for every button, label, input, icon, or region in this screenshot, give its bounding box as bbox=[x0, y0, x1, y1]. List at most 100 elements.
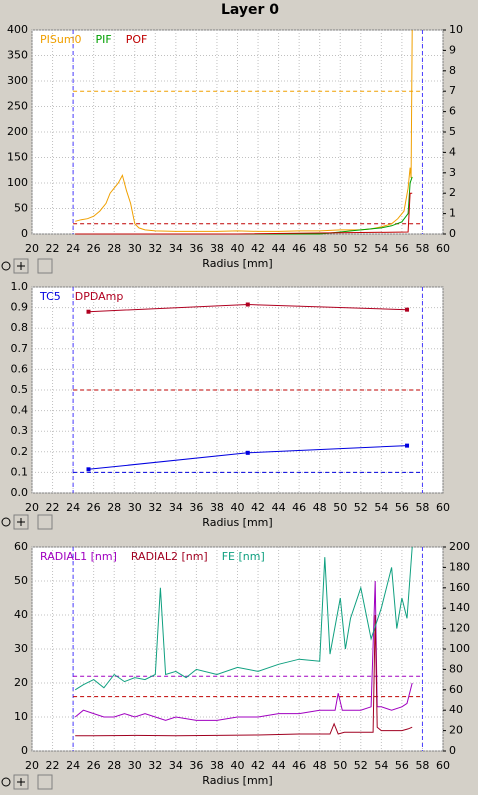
y2-tick-label: 10 bbox=[449, 23, 463, 36]
x-tick-label: 20 bbox=[25, 501, 39, 514]
hand-icon[interactable] bbox=[37, 514, 53, 530]
legend-label: RADIAL1 [nm] bbox=[40, 550, 117, 563]
y-tick-label: 50 bbox=[14, 202, 28, 215]
y2-tick-label: 2 bbox=[449, 186, 456, 199]
x-tick-label: 42 bbox=[251, 242, 265, 255]
x-tick-label: 56 bbox=[395, 501, 409, 514]
y-tick-label: 30 bbox=[14, 642, 28, 655]
x-tick-label: 22 bbox=[46, 242, 60, 255]
x-tick-label: 26 bbox=[87, 759, 101, 772]
y2-tick-label: 120 bbox=[449, 622, 470, 635]
y-tick-label: 20 bbox=[14, 676, 28, 689]
y-tick-label: 40 bbox=[14, 608, 28, 621]
x-tick-label: 60 bbox=[436, 242, 450, 255]
x-tick-label: 54 bbox=[374, 242, 388, 255]
legend-label: DPDAmp bbox=[75, 290, 124, 303]
x-tick-label: 22 bbox=[46, 759, 60, 772]
x-tick-label: 60 bbox=[436, 759, 450, 772]
y-tick-label: 60 bbox=[14, 540, 28, 553]
y-tick-label: 0.5 bbox=[11, 383, 29, 396]
x-tick-label: 30 bbox=[128, 501, 142, 514]
y-tick-label: 0.6 bbox=[11, 362, 29, 375]
x-tick-label: 58 bbox=[415, 759, 429, 772]
y-tick-label: 300 bbox=[7, 74, 28, 87]
y-tick-label: 250 bbox=[7, 100, 28, 113]
hand-icon[interactable] bbox=[37, 258, 53, 274]
plus-glyph bbox=[17, 778, 25, 786]
x-tick-label: 46 bbox=[292, 242, 306, 255]
point-marker bbox=[245, 302, 250, 307]
zoom-icon[interactable] bbox=[1, 261, 11, 271]
x-tick-label: 56 bbox=[395, 242, 409, 255]
y-tick-label: 200 bbox=[7, 125, 28, 138]
x-tick-label: 42 bbox=[251, 501, 265, 514]
x-tick-label: 28 bbox=[107, 759, 121, 772]
x-axis-label: Radius [mm] bbox=[202, 774, 272, 787]
y2-tick-label: 0 bbox=[449, 227, 456, 240]
x-tick-label: 44 bbox=[272, 759, 286, 772]
point-marker bbox=[245, 450, 250, 455]
x-tick-label: 24 bbox=[66, 242, 80, 255]
x-axis-label: Radius [mm] bbox=[202, 257, 272, 270]
y2-tick-label: 200 bbox=[449, 540, 470, 553]
toolbar[interactable] bbox=[1, 774, 53, 790]
toolbar[interactable] bbox=[1, 514, 53, 530]
y-tick-label: 50 bbox=[14, 574, 28, 587]
x-tick-label: 54 bbox=[374, 501, 388, 514]
y2-tick-label: 140 bbox=[449, 601, 470, 614]
x-tick-label: 44 bbox=[272, 242, 286, 255]
x-tick-label: 22 bbox=[46, 501, 60, 514]
x-tick-label: 60 bbox=[436, 501, 450, 514]
zoom-icon[interactable] bbox=[1, 517, 11, 527]
series-line bbox=[75, 192, 413, 235]
y2-tick-label: 100 bbox=[449, 642, 470, 655]
legend-label: PIF bbox=[96, 33, 112, 46]
x-tick-label: 40 bbox=[231, 242, 245, 255]
y2-tick-label: 80 bbox=[449, 662, 463, 675]
x-tick-label: 38 bbox=[210, 242, 224, 255]
x-tick-label: 42 bbox=[251, 759, 265, 772]
y2-tick-label: 20 bbox=[449, 724, 463, 737]
plus-glyph bbox=[17, 262, 25, 270]
x-tick-label: 32 bbox=[148, 242, 162, 255]
x-tick-label: 46 bbox=[292, 501, 306, 514]
hand-icon[interactable] bbox=[37, 774, 53, 790]
zoom-icon[interactable] bbox=[1, 777, 11, 787]
legend-label: PISum0 bbox=[40, 33, 82, 46]
y-tick-label: 0.2 bbox=[11, 445, 29, 458]
y-tick-label: 350 bbox=[7, 49, 28, 62]
y2-tick-label: 180 bbox=[449, 560, 470, 573]
x-tick-label: 50 bbox=[333, 759, 347, 772]
x-tick-label: 20 bbox=[25, 242, 39, 255]
toolbar[interactable] bbox=[1, 258, 53, 274]
x-tick-label: 40 bbox=[231, 501, 245, 514]
y-tick-label: 0.9 bbox=[11, 301, 29, 314]
legend-label: RADIAL2 [nm] bbox=[131, 550, 208, 563]
point-marker bbox=[405, 307, 410, 312]
x-tick-label: 52 bbox=[354, 501, 368, 514]
x-tick-label: 36 bbox=[189, 759, 203, 772]
y2-tick-label: 4 bbox=[449, 145, 456, 158]
x-tick-label: 52 bbox=[354, 242, 368, 255]
y2-tick-label: 160 bbox=[449, 581, 470, 594]
y2-tick-label: 5 bbox=[449, 125, 456, 138]
y-tick-label: 0.7 bbox=[11, 342, 29, 355]
point-marker bbox=[86, 309, 91, 314]
x-tick-label: 50 bbox=[333, 242, 347, 255]
y-tick-label: 0 bbox=[21, 744, 28, 757]
x-tick-label: 48 bbox=[313, 242, 327, 255]
y2-tick-label: 0 bbox=[449, 744, 456, 757]
x-tick-label: 32 bbox=[148, 501, 162, 514]
x-tick-label: 58 bbox=[415, 242, 429, 255]
x-tick-label: 58 bbox=[415, 501, 429, 514]
x-tick-label: 36 bbox=[189, 501, 203, 514]
x-axis-label: Radius [mm] bbox=[202, 516, 272, 529]
y-tick-label: 150 bbox=[7, 151, 28, 164]
x-tick-label: 46 bbox=[292, 759, 306, 772]
x-tick-label: 48 bbox=[313, 759, 327, 772]
legend-label: POF bbox=[126, 33, 148, 46]
y-tick-label: 10 bbox=[14, 710, 28, 723]
y-tick-label: 1.0 bbox=[11, 280, 29, 293]
x-tick-label: 24 bbox=[66, 759, 80, 772]
